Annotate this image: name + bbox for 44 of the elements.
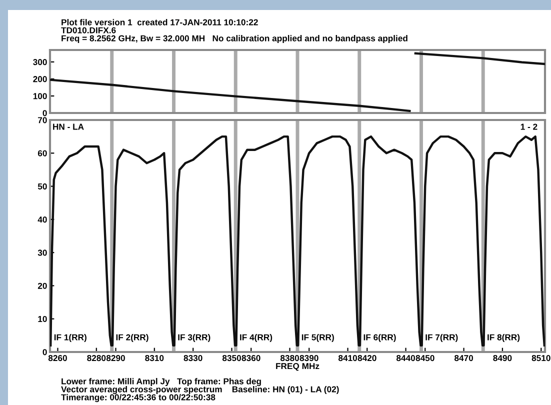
x-tick-label: 8510 xyxy=(532,355,550,362)
x-tick-label: 8490 xyxy=(493,355,512,362)
x-tick-label: 8280 xyxy=(87,355,106,362)
y-tick-label: 30 xyxy=(38,250,47,256)
y-tick-label: 40 xyxy=(38,216,47,223)
x-axis-title: FREQ MHz xyxy=(276,363,320,371)
y-tick-label: 50 xyxy=(38,183,47,190)
annotation: IF 1(RR) xyxy=(54,334,86,342)
annotation: IF 3(RR) xyxy=(178,334,210,342)
annotation: IF 4(RR) xyxy=(240,334,272,342)
annotation: IF 7(RR) xyxy=(426,334,458,342)
annotation: HN - LA xyxy=(53,124,84,130)
x-tick-label: 8470 xyxy=(454,355,474,362)
annotation: IF 6(RR) xyxy=(364,334,396,342)
x-tick-label: 8390 xyxy=(300,355,318,362)
x-tick-label: 8290 xyxy=(106,355,125,362)
y-tick-label: 60 xyxy=(38,150,47,156)
x-tick-label: 8310 xyxy=(145,355,164,362)
annotation: IF 2(RR) xyxy=(116,334,148,342)
x-tick-label: 8410 xyxy=(338,355,357,362)
x-tick-label: 8360 xyxy=(242,355,260,362)
x-tick-label: 8420 xyxy=(358,355,376,362)
chart-title: Plot file version 1 created 17-JAN-2011 10:10:22 xyxy=(62,19,258,26)
y-tick-label: 20 xyxy=(38,282,47,289)
y-tick-label: 70 xyxy=(38,117,47,124)
annotation: IF 5(RR) xyxy=(302,334,334,342)
x-tick-label: 8330 xyxy=(184,355,202,362)
y-tick-label: 10 xyxy=(38,316,47,322)
x-tick-label: 8380 xyxy=(280,355,299,362)
x-tick-label: 8440 xyxy=(396,355,416,362)
y-tick-label: 200 xyxy=(33,76,47,82)
text: Lower frame: Milli Ampl Jy Top frame: Phas deg xyxy=(62,378,261,386)
x-tick-label: 8350 xyxy=(222,355,241,362)
y-tick-label: 300 xyxy=(33,59,47,66)
annotation: IF 8(RR) xyxy=(488,334,520,342)
text: Timerange: 00/22:45:36 to 00/22:50:38 xyxy=(61,394,216,402)
y-tick-label: 0 xyxy=(42,110,47,116)
x-tick-label: 8260 xyxy=(48,355,67,362)
x-tick-label: 8450 xyxy=(416,355,434,362)
y-tick-label: 0 xyxy=(42,349,47,356)
annotation: 1 - 2 xyxy=(520,124,538,130)
text: Vector averaged cross-power spectrum Baseline: HN (01) - LA (02) xyxy=(61,386,339,394)
y-tick-label: 100 xyxy=(33,93,47,100)
chart-subtitle: TD010.DIFX.6 Freq = 8.2562 GHz, Bw = 32.000 MH No calibration applied and no bandpass applied xyxy=(61,27,408,44)
